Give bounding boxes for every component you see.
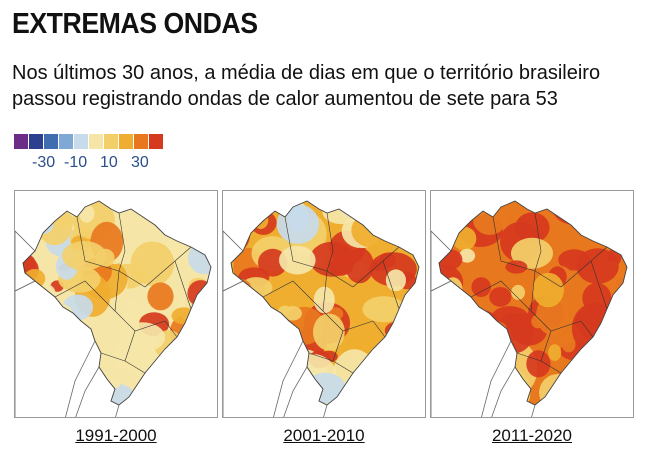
state-border: [54, 280, 116, 312]
scale-swatch-4: [59, 134, 73, 149]
map-panel-2011-2020: [430, 190, 634, 418]
scale-swatch-7: [104, 134, 118, 149]
state-border: [284, 216, 328, 272]
brazil-outline: [230, 200, 420, 406]
brazil-map-2001-2010: [223, 200, 420, 417]
color-scale-labels: -30 -10 10 30: [14, 154, 214, 176]
state-border: [326, 212, 354, 288]
state-border: [492, 216, 536, 272]
state-border: [516, 352, 542, 362]
brazil-outline: [438, 200, 628, 406]
scale-swatch-6: [89, 134, 103, 149]
scale-swatch-3: [44, 134, 58, 149]
state-border: [470, 280, 532, 312]
state-border: [100, 352, 126, 362]
subtitle: Nos últimos 30 anos, a média de dias em …: [12, 62, 601, 110]
state-border: [164, 320, 178, 338]
state-border: [262, 280, 324, 312]
state-border: [372, 320, 386, 338]
state-border: [580, 320, 594, 338]
period-label-1991-2000: 1991-2000: [75, 426, 157, 445]
state-border: [76, 216, 120, 272]
scale-swatch-1: [14, 134, 28, 149]
headline: EXTREMAS ONDAS: [12, 8, 258, 40]
scale-swatch-2: [29, 134, 43, 149]
scale-swatch-9: [134, 134, 148, 149]
scale-label-minus30: -30: [32, 154, 56, 171]
map-panel-2001-2010: [222, 190, 426, 418]
scale-swatch-5: [74, 134, 88, 149]
state-border: [308, 352, 334, 362]
period-label-2001-2010: 2001-2010: [283, 426, 365, 445]
state-border: [382, 260, 400, 310]
state-border: [530, 270, 582, 332]
scale-label-30: 30: [131, 154, 149, 171]
state-border: [118, 212, 146, 288]
brazil-outline: [22, 200, 212, 406]
color-scale: [14, 134, 164, 149]
state-border: [590, 260, 608, 310]
state-border: [174, 260, 192, 310]
scale-swatch-8: [119, 134, 133, 149]
scale-swatch-10: [149, 134, 163, 149]
scale-label-10: 10: [100, 154, 118, 171]
map-panel-1991-2000: [14, 190, 218, 418]
period-label-2011-2020: 2011-2020: [491, 426, 573, 445]
scale-label-minus10: -10: [64, 154, 88, 171]
state-border: [114, 270, 166, 332]
state-border: [322, 270, 374, 332]
state-border: [534, 212, 562, 288]
brazil-map-1991-2000: [15, 200, 212, 417]
brazil-map-2011-2020: [431, 200, 628, 417]
